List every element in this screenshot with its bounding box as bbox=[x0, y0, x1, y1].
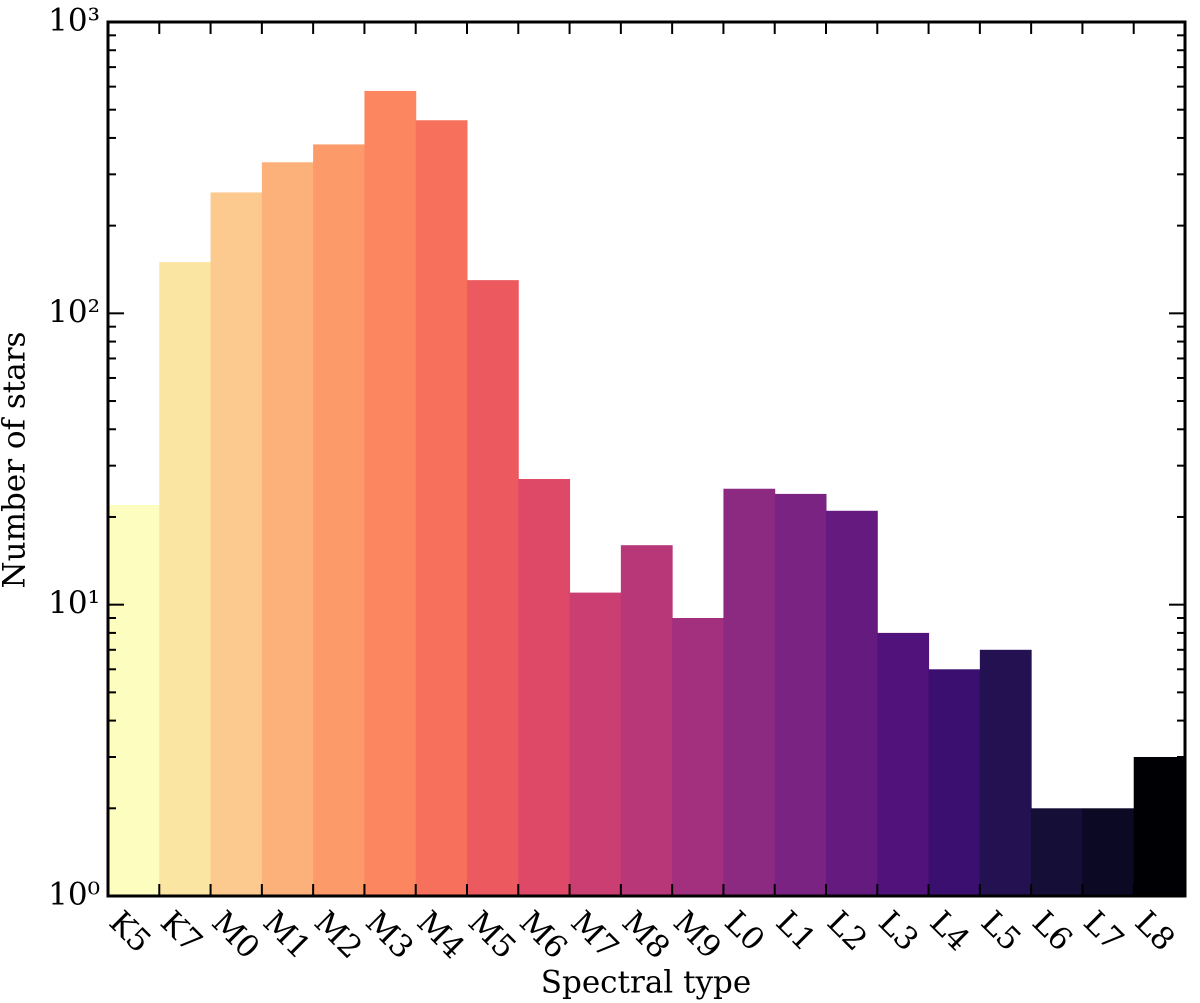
bar bbox=[415, 120, 468, 897]
x-tick-label: M8 bbox=[615, 904, 677, 966]
x-tick-label: L2 bbox=[820, 904, 874, 958]
y-tick-label: 10⁰ bbox=[48, 877, 100, 913]
x-tick-label: L8 bbox=[1128, 904, 1182, 958]
bar bbox=[364, 90, 417, 896]
plot-frame bbox=[106, 20, 1187, 898]
bar bbox=[723, 488, 776, 896]
bar bbox=[672, 617, 724, 896]
x-tick-label: K5 bbox=[102, 904, 158, 960]
x-tick-label: L3 bbox=[871, 904, 925, 958]
bar bbox=[467, 280, 519, 897]
bar bbox=[774, 493, 827, 896]
bar bbox=[826, 510, 878, 896]
bar bbox=[1031, 808, 1083, 896]
x-tick-label: L4 bbox=[923, 904, 977, 958]
x-axis-label: Spectral type bbox=[541, 965, 751, 1001]
x-tick-label: L0 bbox=[717, 904, 771, 958]
x-tick-label: K7 bbox=[153, 904, 209, 960]
y-axis-label: Number of stars bbox=[0, 332, 33, 589]
bar bbox=[1082, 808, 1135, 896]
x-tick-label: M9 bbox=[666, 904, 728, 966]
x-tick-label: L1 bbox=[769, 904, 823, 958]
x-tick-label: L5 bbox=[974, 904, 1028, 958]
x-tick-label: M6 bbox=[512, 904, 574, 966]
y-tick-label: 10² bbox=[48, 294, 100, 330]
x-tick-label: M1 bbox=[256, 904, 318, 966]
x-tick-label: L7 bbox=[1076, 904, 1130, 958]
bar bbox=[877, 632, 930, 896]
bar bbox=[210, 192, 263, 897]
bar bbox=[108, 504, 160, 896]
bar bbox=[518, 478, 571, 896]
x-tick-label: M4 bbox=[410, 904, 472, 966]
x-tick-label: M0 bbox=[205, 904, 267, 966]
x-tick-label: M2 bbox=[307, 904, 369, 966]
bar bbox=[569, 592, 622, 896]
bar bbox=[620, 545, 673, 896]
y-tick-label: 10¹ bbox=[48, 585, 100, 621]
x-tick-label: M7 bbox=[564, 904, 626, 966]
bar bbox=[313, 144, 365, 897]
bar bbox=[261, 162, 314, 896]
bar bbox=[979, 649, 1032, 896]
x-tick-label: M5 bbox=[461, 904, 523, 966]
x-tick-label: M3 bbox=[358, 904, 420, 966]
bar bbox=[159, 262, 212, 896]
x-tick-label: L6 bbox=[1025, 904, 1079, 958]
y-tick-label: 10³ bbox=[48, 3, 100, 39]
bar bbox=[1133, 756, 1186, 896]
bar bbox=[928, 669, 981, 896]
